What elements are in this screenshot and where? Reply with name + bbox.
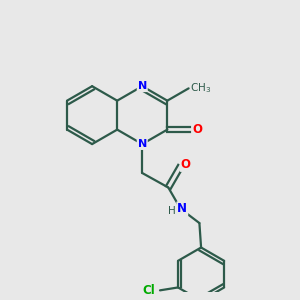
Text: N: N <box>177 202 187 215</box>
Text: O: O <box>192 123 202 136</box>
Text: CH$_3$: CH$_3$ <box>190 81 211 94</box>
Text: N: N <box>138 81 147 91</box>
Text: N: N <box>138 139 147 149</box>
Text: H: H <box>168 206 176 215</box>
Text: O: O <box>181 158 191 171</box>
Text: Cl: Cl <box>142 284 155 297</box>
